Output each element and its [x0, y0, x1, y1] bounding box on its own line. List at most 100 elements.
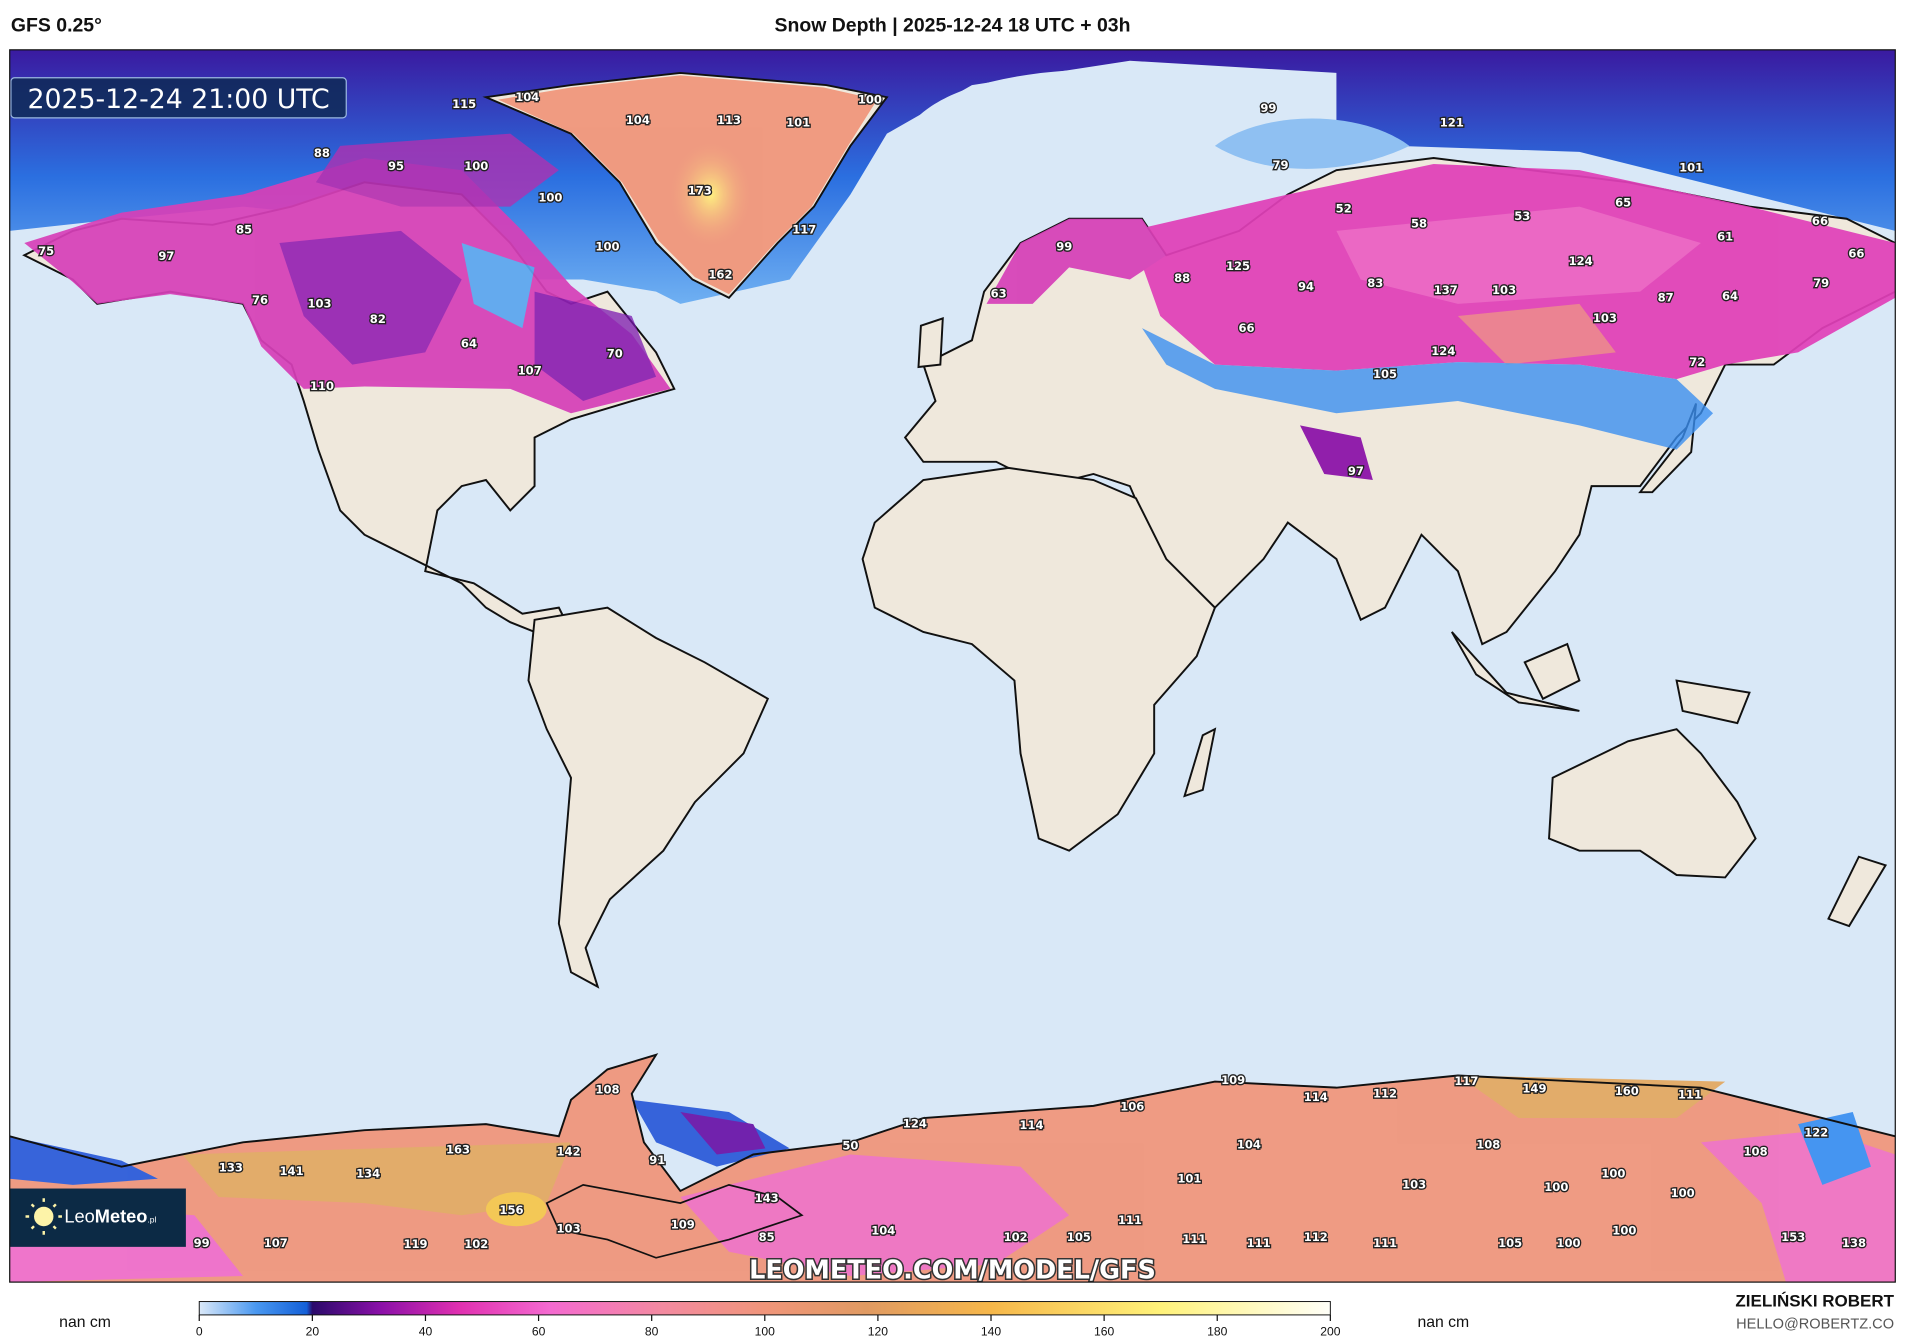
snow-depth-label: 101 [1177, 1171, 1201, 1185]
snow-depth-label: 160 [1615, 1084, 1639, 1098]
valid-time-text: 2025-12-24 21:00 UTC [27, 84, 329, 115]
snow-depth-label: 99 [1056, 239, 1072, 253]
snow-depth-label: 109 [671, 1218, 695, 1232]
madagascar [1183, 727, 1217, 798]
snow-depth-label: 134 [356, 1167, 380, 1181]
snow-depth-label: 107 [264, 1236, 288, 1250]
snow-depth-label: 91 [649, 1153, 665, 1167]
snow-depth-label: 97 [158, 249, 174, 263]
snow-depth-label: 100 [1612, 1224, 1636, 1238]
africa [861, 466, 1217, 852]
model-name: GFS 0.25° [11, 15, 102, 37]
snow-depth-label: 115 [452, 97, 476, 111]
snow-depth-label: 70 [607, 346, 623, 360]
snow-depth-label: 100 [464, 159, 488, 173]
snow-depth-label: 110 [310, 379, 334, 393]
snow-depth-label: 66 [1848, 247, 1864, 261]
snow-depth-label: 108 [1744, 1145, 1768, 1159]
snow-depth-label: 106 [1120, 1100, 1144, 1114]
snow-depth-label: 101 [786, 115, 810, 129]
snow-depth-label: 117 [1454, 1074, 1478, 1088]
snow-depth-label: 101 [1679, 160, 1703, 174]
valid-time-box: 2025-12-24 21:00 UTC [10, 77, 347, 119]
colorbar-tick-label: 20 [306, 1325, 320, 1338]
snow-depth-label: 103 [1492, 283, 1516, 297]
colorbar-tick-label: 160 [1094, 1325, 1115, 1338]
snow-depth-label: 75 [38, 244, 54, 258]
chart-title: Snow Depth | 2025-12-24 18 UTC + 03h [775, 15, 1131, 37]
snow-depth-label: 105 [1498, 1236, 1522, 1250]
snow-depth-label: 125 [1226, 259, 1250, 273]
snow-depth-label: 102 [1004, 1230, 1028, 1244]
snow-depth-label: 149 [1522, 1082, 1546, 1096]
snow-depth-label: 124 [903, 1117, 927, 1131]
colorbar-tick-label: 120 [868, 1325, 889, 1338]
snow-siberia-south-fringe [1142, 328, 1714, 450]
snow-depth-label: 113 [717, 113, 741, 127]
snow-depth-label: 100 [538, 191, 562, 205]
snow-depth-label: 107 [518, 363, 542, 377]
open-water-area [897, 68, 1313, 208]
snow-depth-label: 102 [464, 1237, 488, 1251]
snow-depth-label: 162 [708, 267, 732, 281]
snow-depth-label: 100 [1544, 1180, 1568, 1194]
snow-depth-label: 142 [557, 1145, 581, 1159]
map-area[interactable]: 115 104 104 113 101 100 99 121 88 95 100 173 100 79 10… [9, 49, 1896, 1286]
snow-depth-label: 173 [688, 183, 712, 197]
snow-depth-label: 64 [461, 337, 477, 351]
snow-depth-label: 85 [236, 222, 252, 236]
snow-depth-label: 97 [1348, 464, 1364, 478]
snow-depth-label: 163 [446, 1142, 470, 1156]
snow-depth-label: 117 [792, 222, 816, 236]
snow-depth-label: 103 [1402, 1178, 1426, 1192]
snow-depth-label: 88 [314, 146, 330, 160]
snow-depth-label: 112 [1373, 1086, 1397, 1100]
snow-depth-label: 111 [1247, 1236, 1271, 1250]
new-guinea [1675, 679, 1751, 725]
snow-depth-label: 64 [1722, 289, 1738, 303]
snow-depth-label: 99 [1260, 101, 1276, 115]
colorbar-tick-label: 80 [645, 1325, 659, 1338]
snow-depth-label: 103 [557, 1221, 581, 1235]
antarctica-coastline [9, 1053, 1896, 1193]
author-email[interactable]: HELLO@ROBERTZ.CO [1736, 1316, 1894, 1332]
snow-depth-label: 124 [1569, 254, 1593, 268]
snow-depth-label: 53 [1514, 209, 1530, 223]
colorbar-scale [198, 1301, 1331, 1316]
snow-depth-label: 72 [1689, 355, 1705, 369]
snow-depth-label: 119 [403, 1237, 427, 1251]
snow-depth-label: 112 [1304, 1230, 1328, 1244]
snow-depth-label: 100 [858, 92, 882, 106]
snow-depth-label: 76 [252, 293, 268, 307]
snow-depth-label: 99 [194, 1236, 210, 1250]
snow-depth-label: 50 [842, 1139, 858, 1153]
snow-depth-label: 88 [1174, 271, 1190, 285]
colorbar-unit-right: nan cm [1417, 1314, 1469, 1331]
colorbar-tick-label: 0 [196, 1325, 203, 1338]
snow-depth-label: 82 [370, 312, 386, 326]
colorbar-tick-label: 100 [755, 1325, 776, 1338]
colorbar-tick-label: 200 [1320, 1325, 1341, 1338]
snow-depth-label: 79 [1813, 276, 1829, 290]
great-britain [917, 317, 944, 369]
leometeo-logo[interactable]: LeoMeteo.pl [9, 1188, 186, 1247]
snow-depth-label: 138 [1842, 1236, 1866, 1250]
snow-depth-label: 87 [1658, 290, 1674, 304]
snow-depth-label: 143 [755, 1191, 779, 1205]
snow-depth-label: 94 [1298, 279, 1314, 293]
map-frame [9, 49, 1896, 1283]
colorbar-unit-left: nan cm [59, 1314, 111, 1331]
snow-depth-label: 108 [595, 1083, 619, 1097]
snow-depth-label: 124 [1431, 344, 1455, 358]
snow-depth-label: 100 [1671, 1186, 1695, 1200]
snow-depth-label: 111 [1182, 1232, 1206, 1246]
sumatra-java [1450, 631, 1580, 712]
colorbar-tick-label: 140 [981, 1325, 1002, 1338]
snow-depth-label: 109 [1221, 1073, 1245, 1087]
sun-icon [34, 1206, 54, 1227]
snow-depth-label: 141 [280, 1164, 304, 1178]
snow-depth-label: 85 [759, 1230, 775, 1244]
colorbar: nan cm nan cm 0 20 40 60 80 100 120 140 160 180 20… [59, 1301, 1469, 1338]
snow-depth-label: 66 [1238, 321, 1254, 335]
